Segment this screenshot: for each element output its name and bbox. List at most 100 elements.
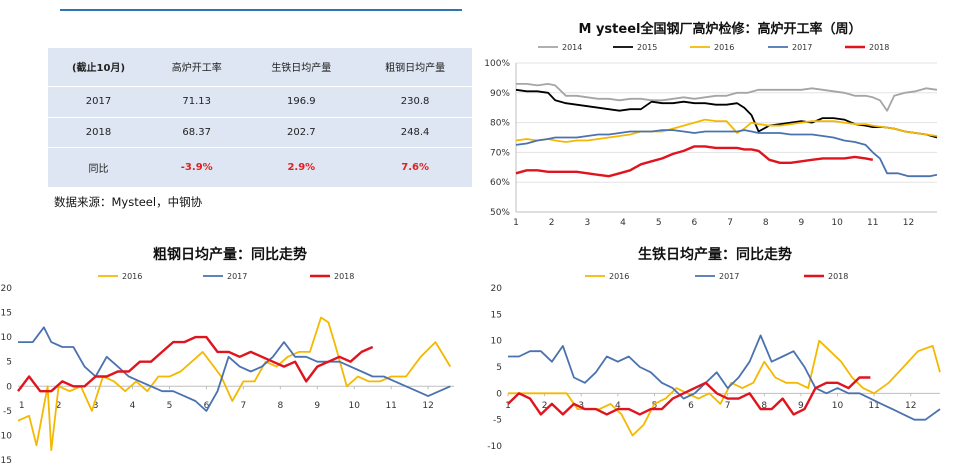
data-source-note: 数据来源：Mysteel，中钢协 (54, 195, 203, 209)
x-tick-label: 7 (241, 401, 247, 411)
y-tick-label: -15 (0, 456, 12, 465)
x-tick-label: 12 (422, 401, 433, 411)
series-line-2018 (507, 376, 871, 416)
chart-title: 粗钢日均产量：同比走势 (153, 246, 307, 263)
x-tick-label: 2 (549, 218, 555, 228)
y-tick-label: 90% (490, 89, 510, 99)
table-row: 同比 -3.9% 2.9% 7.6% (48, 147, 472, 188)
table-cell: 248.4 (358, 117, 472, 149)
y-tick-label: 60% (490, 178, 510, 188)
chart-title: M ysteel全国钢厂高炉检修：高炉开工率（周） (579, 21, 862, 37)
x-tick-label: 11 (868, 401, 879, 411)
x-tick-label: 7 (727, 218, 733, 228)
table-cell: 2017 (48, 86, 150, 118)
table-header-cell: 高炉开工率 (149, 48, 245, 87)
table-cell: 71.13 (149, 86, 245, 118)
y-tick-label: 5 (6, 358, 12, 368)
x-tick-label: 12 (903, 218, 914, 228)
table-cell-change: -3.9% (149, 147, 245, 188)
y-tick-label: 50% (490, 208, 510, 218)
chart-title: 生铁日均产量：同比走势 (638, 246, 792, 263)
table-row: 2018 68.37 202.7 248.4 (48, 117, 472, 149)
x-tick-label: 8 (761, 401, 767, 411)
chart-2: 粗钢日均产量：同比走势-15-10-5051015201234567891011… (0, 246, 454, 465)
series-line-2014 (516, 83, 938, 112)
x-tick-label: 5 (167, 401, 173, 411)
legend-label-2018: 2018 (828, 272, 848, 281)
legend-label-2018: 2018 (869, 43, 889, 52)
x-tick-label: 1 (513, 218, 519, 228)
x-tick-label: 8 (277, 401, 283, 411)
x-tick-label: 7 (725, 401, 731, 411)
legend-label-2016: 2016 (609, 272, 629, 281)
x-tick-label: 6 (692, 218, 698, 228)
x-tick-label: 10 (349, 401, 361, 411)
series-line-2017 (515, 129, 938, 178)
y-tick-label: 80% (490, 119, 510, 129)
x-tick-label: 4 (620, 218, 626, 228)
x-tick-label: 3 (584, 218, 590, 228)
series-line-2015 (515, 88, 938, 139)
series-line-2016 (17, 316, 452, 452)
y-tick-label: -10 (0, 431, 12, 441)
x-tick-label: 9 (799, 218, 805, 228)
y-tick-label: 15 (491, 310, 502, 320)
table-header-cell: 生铁日均产量 (244, 48, 359, 87)
top-accent-line (60, 9, 462, 11)
table-cell-change: 2.9% (244, 147, 359, 188)
y-tick-label: 10 (1, 333, 13, 343)
table-cell: 230.8 (358, 86, 472, 118)
y-tick-label: 15 (1, 309, 12, 319)
x-tick-label: 5 (656, 218, 662, 228)
y-tick-label: 70% (490, 148, 510, 158)
table-header-row: (截止10月) 高炉开工率 生铁日均产量 粗钢日均产量 (48, 48, 472, 87)
legend-label-2017: 2017 (792, 43, 812, 52)
x-tick-label: 12 (905, 401, 916, 411)
x-tick-label: 11 (385, 401, 396, 411)
legend-label-2016: 2016 (714, 43, 734, 52)
table-cell: 68.37 (149, 117, 245, 149)
y-tick-label: 20 (1, 284, 13, 294)
series-line-2016 (508, 339, 941, 437)
x-tick-label: 9 (798, 401, 804, 411)
legend-label-2015: 2015 (637, 43, 657, 52)
series-line-2018 (17, 335, 374, 393)
legend-label-2014: 2014 (562, 43, 582, 52)
table-row: 2017 71.13 196.9 230.8 (48, 86, 472, 118)
table-header-cell: (截止10月) (48, 48, 150, 87)
x-tick-label: 5 (652, 401, 658, 411)
x-tick-label: 1 (505, 401, 511, 411)
series-line-2017 (508, 334, 941, 421)
x-tick-label: 10 (832, 401, 844, 411)
x-tick-label: 6 (688, 401, 694, 411)
table-cell-change: 7.6% (358, 147, 472, 188)
x-tick-label: 8 (763, 218, 769, 228)
legend-label-2017: 2017 (719, 272, 739, 281)
x-tick-label: 1 (19, 401, 25, 411)
summary-table: (截止10月) 高炉开工率 生铁日均产量 粗钢日均产量 2017 71.13 1… (48, 48, 472, 188)
y-tick-label: -5 (3, 407, 12, 417)
table-cell: 196.9 (244, 86, 359, 118)
x-tick-label: 6 (204, 401, 210, 411)
x-tick-label: 4 (615, 401, 621, 411)
y-tick-label: 20 (491, 284, 503, 294)
table-cell: 同比 (48, 147, 150, 188)
table-cell: 2018 (48, 117, 150, 149)
x-tick-label: 11 (867, 218, 878, 228)
chart-1: M ysteel全国钢厂高炉检修：高炉开工率（周） 50% 60% 70% 80% 90%… (484, 21, 938, 228)
table-cell: 202.7 (244, 117, 359, 149)
x-tick-label: 3 (93, 401, 99, 411)
x-tick-label: 3 (578, 401, 584, 411)
y-tick-label: -10 (487, 442, 502, 452)
x-tick-label: 10 (831, 218, 843, 228)
x-tick-label: 2 (56, 401, 62, 411)
x-tick-label: 2 (542, 401, 548, 411)
series-line-2017 (18, 326, 451, 412)
table-header-cell: 粗钢日均产量 (358, 48, 472, 87)
x-tick-label: 9 (314, 401, 320, 411)
y-tick-label: 100% (484, 59, 510, 69)
legend-label-2017: 2017 (227, 272, 247, 281)
y-tick-label: 10 (491, 337, 503, 347)
